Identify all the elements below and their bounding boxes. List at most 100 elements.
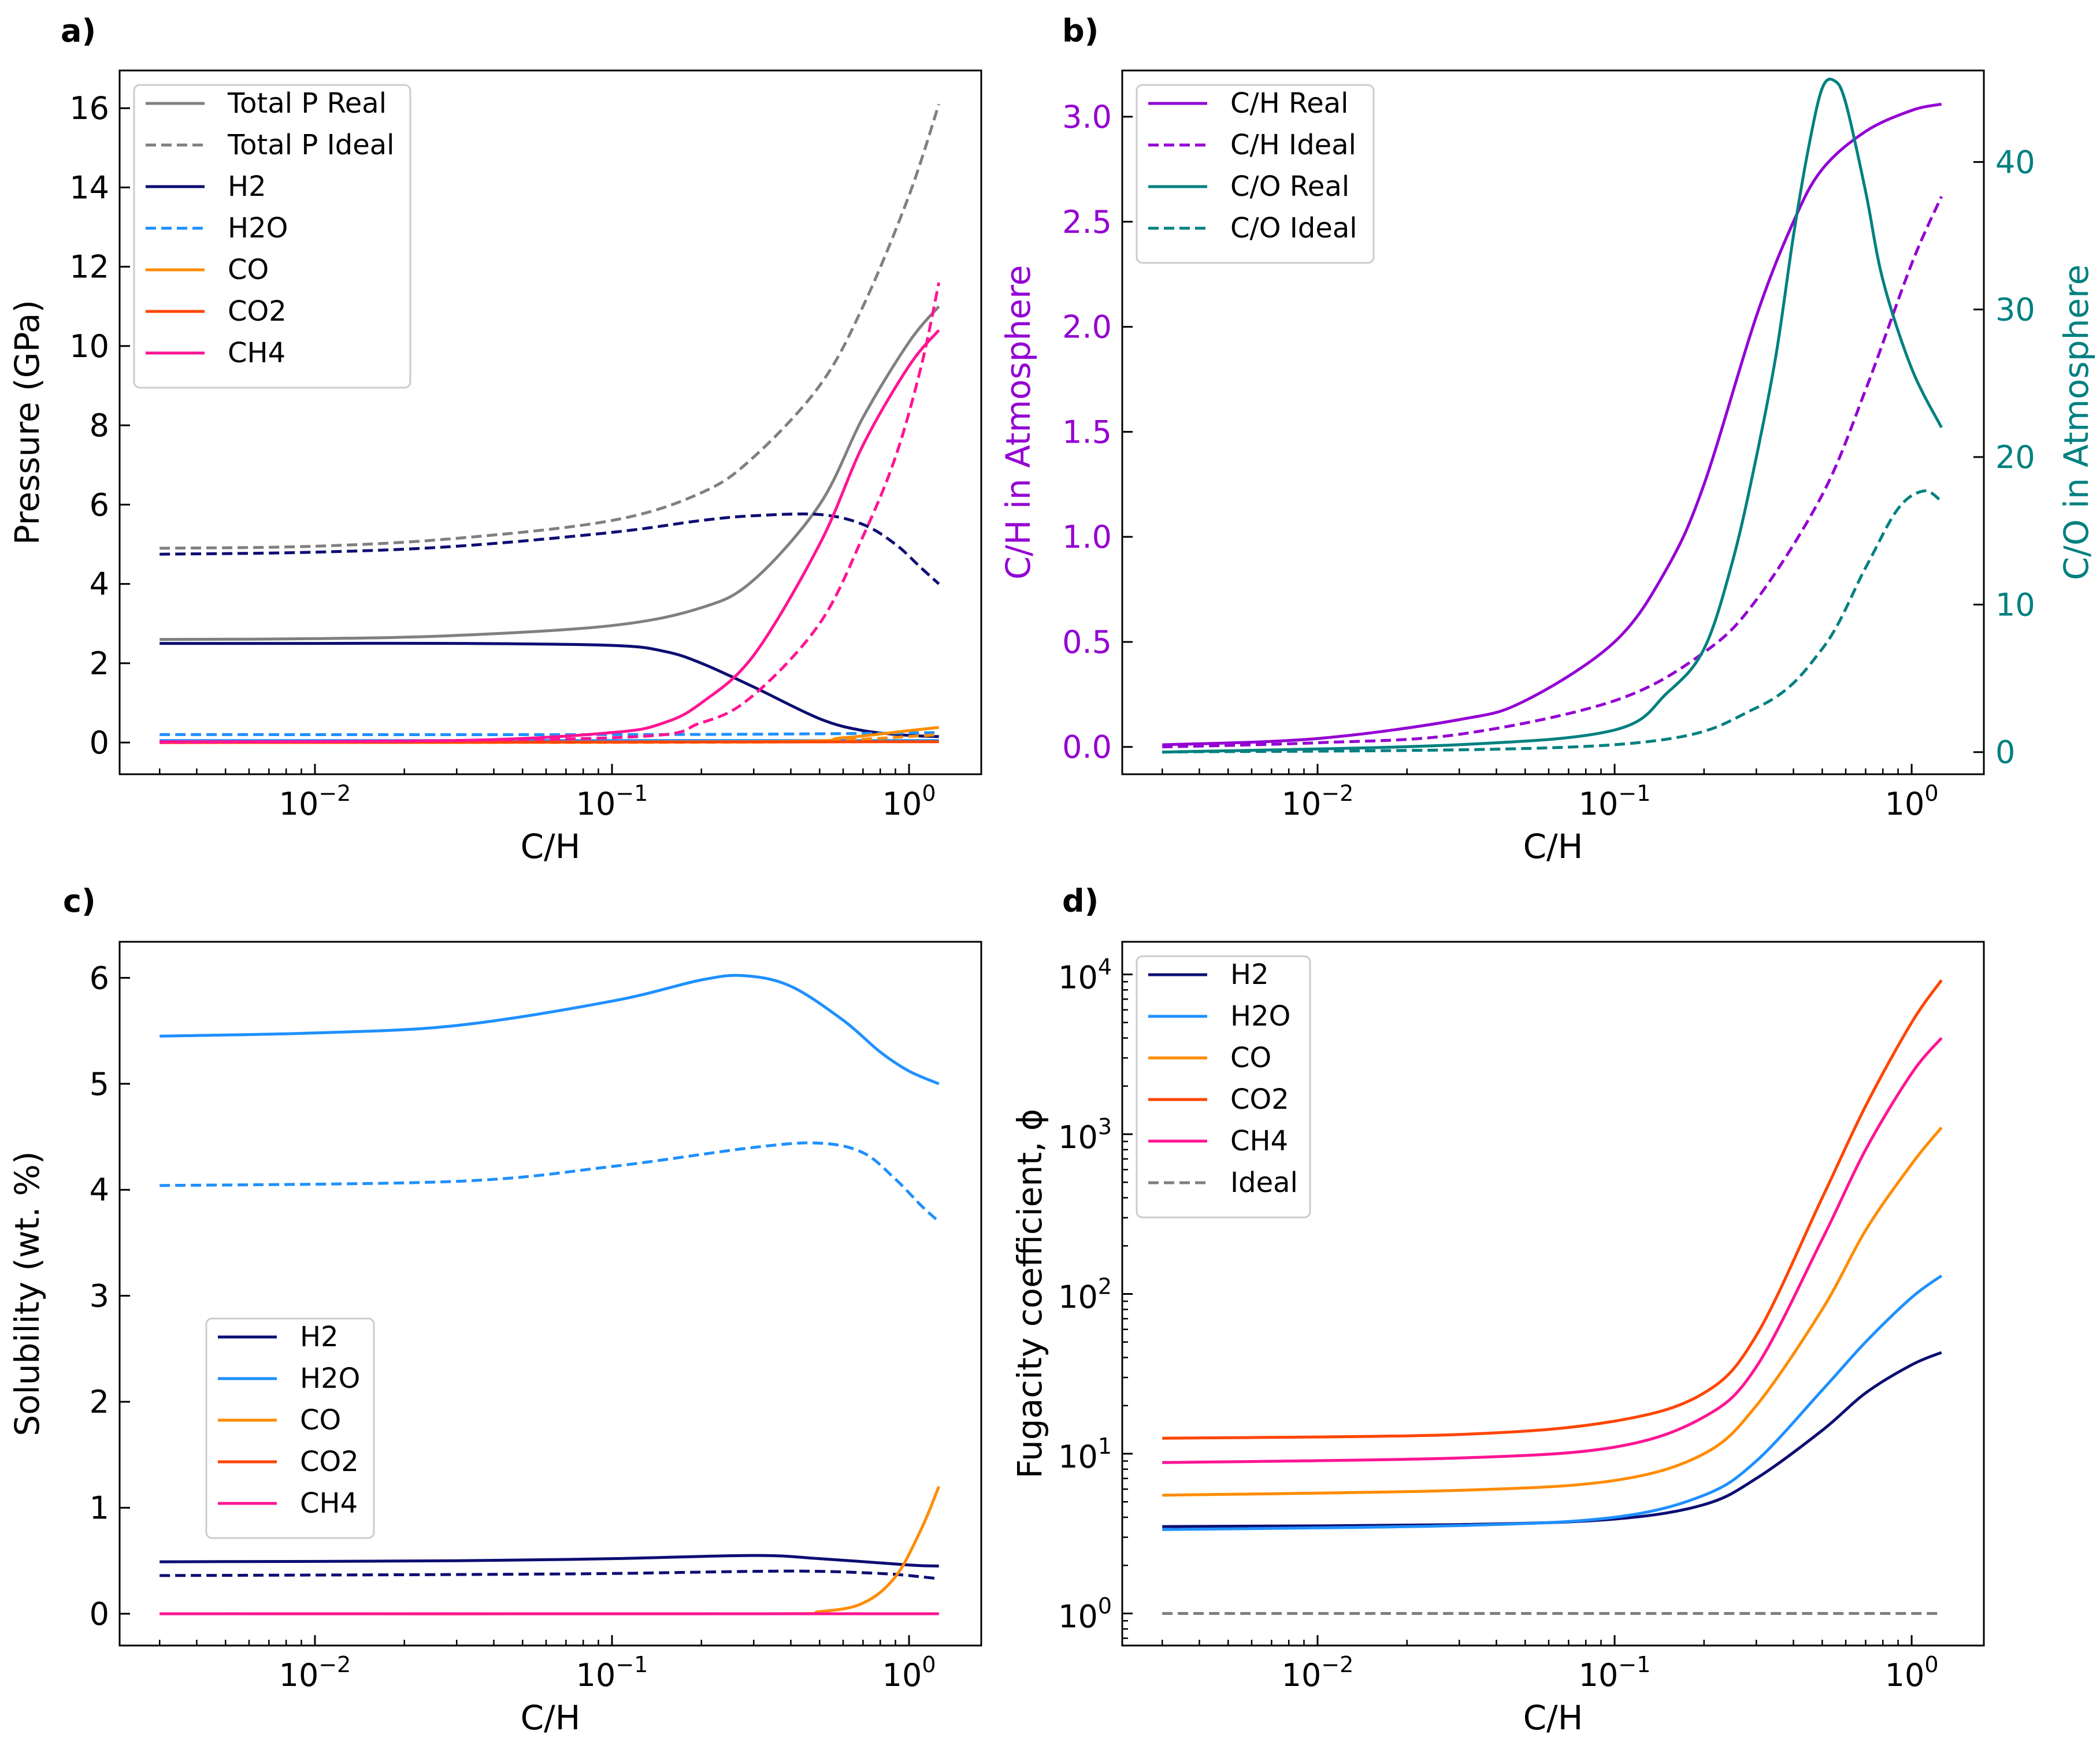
plot-frame bbox=[118, 941, 982, 1647]
legend-label: CO2 bbox=[228, 295, 287, 328]
legend-label: Total P Real bbox=[227, 87, 387, 120]
y-axis-label: Fugacity coefficient, ϕ bbox=[1010, 1109, 1049, 1479]
y-tick-label-exp: 0 bbox=[1098, 1594, 1112, 1619]
series-group bbox=[159, 103, 941, 744]
series-line-c-h-ideal bbox=[1162, 196, 1943, 749]
x-tick-label: 100 bbox=[882, 781, 936, 822]
x-tick-label-exp: −1 bbox=[615, 781, 648, 806]
series-line-ch4-ideal bbox=[159, 282, 941, 744]
panel-label: c) bbox=[63, 883, 96, 919]
y-tick-label: 12 bbox=[69, 249, 109, 285]
series-line-co2 bbox=[1162, 979, 1943, 1440]
x-tick-label-base: 10 bbox=[1282, 1657, 1322, 1693]
legend-frame bbox=[1136, 955, 1311, 1219]
series-line-h2o bbox=[1162, 1274, 1943, 1531]
legend-label: CO2 bbox=[300, 1446, 359, 1478]
legend-label: C/O Ideal bbox=[1230, 212, 1357, 244]
x-tick-label-exp: −2 bbox=[318, 781, 351, 806]
y-tick-label-base: 10 bbox=[1058, 959, 1098, 996]
y-tick-label: 3 bbox=[90, 1278, 109, 1314]
y-tick-label-base: 10 bbox=[1058, 1279, 1098, 1315]
y-tick-label: 0 bbox=[90, 1596, 109, 1632]
x-tick-label-base: 10 bbox=[882, 786, 922, 822]
y-tick-label: 100 bbox=[1058, 1594, 1112, 1635]
x-tick-label-exp: −2 bbox=[1321, 781, 1353, 806]
y-tick-label: 104 bbox=[1058, 954, 1112, 996]
x-tick-label-base: 10 bbox=[1885, 786, 1925, 822]
legend-label: C/H Real bbox=[1230, 87, 1349, 120]
legend-label: CH4 bbox=[300, 1487, 358, 1520]
y-tick-label: 2 bbox=[90, 1384, 109, 1420]
x-tick-label-base: 10 bbox=[1579, 786, 1619, 822]
legend-label: CH4 bbox=[228, 337, 285, 369]
x-tick-label: 10−2 bbox=[1282, 781, 1354, 822]
y-tick-label: 6 bbox=[90, 960, 109, 996]
y-right-axis-label: C/O in Atmosphere bbox=[2057, 265, 2096, 581]
legend-label: CO bbox=[300, 1404, 341, 1436]
panel-b: b)10−2 10−1 100C/H0.00.51.01.52.02.53.0C/H… bbox=[999, 13, 2096, 866]
legend-label: CO bbox=[1230, 1042, 1271, 1074]
series-line-co bbox=[1162, 1126, 1943, 1497]
y-tick-label-exp: 4 bbox=[1098, 954, 1112, 979]
legend-label: H2 bbox=[1230, 959, 1269, 991]
y-right-tick-label: 40 bbox=[1995, 144, 2035, 180]
y-tick-label: 1.5 bbox=[1062, 414, 1112, 450]
y-tick-label: 103 bbox=[1058, 1114, 1112, 1156]
y-axis-label: C/H in Atmosphere bbox=[999, 265, 1038, 580]
legend-label: H2O bbox=[1230, 1000, 1290, 1033]
y-tick-label: 2.0 bbox=[1062, 309, 1112, 346]
x-tick-label-base: 10 bbox=[882, 1657, 922, 1693]
series-line-c-o-real bbox=[1162, 77, 1943, 754]
y-tick-label-exp: 2 bbox=[1098, 1273, 1112, 1299]
y-tick-label: 10 bbox=[69, 328, 109, 365]
legend-frame bbox=[205, 1317, 375, 1539]
x-axis-label: C/H bbox=[521, 1698, 581, 1737]
x-tick-label-exp: −1 bbox=[1618, 1652, 1650, 1677]
series-line-h2o-real bbox=[159, 974, 940, 1086]
legend-frame bbox=[1136, 84, 1375, 264]
x-tick-label: 10−1 bbox=[576, 1652, 648, 1693]
x-tick-label-base: 10 bbox=[279, 786, 319, 822]
legend-label: C/H Ideal bbox=[1230, 129, 1356, 161]
y-tick-label: 8 bbox=[90, 407, 109, 444]
x-tick-label: 100 bbox=[1885, 1652, 1939, 1693]
y-right-tick-label: 20 bbox=[1995, 439, 2035, 476]
y-tick-label-base: 10 bbox=[1058, 1439, 1098, 1475]
x-tick-label: 10−2 bbox=[279, 1652, 351, 1693]
series-group bbox=[159, 974, 941, 1615]
x-tick-label-exp: −2 bbox=[1321, 1652, 1353, 1677]
y-tick-label-base: 10 bbox=[1058, 1599, 1098, 1635]
series-line-h2-real bbox=[159, 641, 939, 738]
x-axis-label: C/H bbox=[1523, 1698, 1583, 1737]
y-tick-label: 0.5 bbox=[1062, 624, 1112, 660]
y-tick-label: 4 bbox=[90, 1172, 109, 1208]
legend: Total P Real Total P Ideal H2 H2O CO CO2 CH4 bbox=[133, 84, 411, 389]
series-line-c-o-ideal bbox=[1162, 489, 1943, 754]
panel-d: d)10−2 10−1 100C/H100101102103104Fugacity … bbox=[1010, 883, 1985, 1737]
plot-frame bbox=[118, 69, 982, 775]
series-line-h2-ideal bbox=[159, 512, 940, 585]
series-line-h2o-ideal bbox=[159, 1141, 940, 1223]
legend-label: H2 bbox=[300, 1321, 339, 1353]
x-tick-label: 10−1 bbox=[1579, 781, 1651, 822]
legend-label: CH4 bbox=[1230, 1125, 1288, 1157]
y-right-tick-label: 0 bbox=[1995, 734, 2015, 771]
x-tick-label-base: 10 bbox=[1579, 1657, 1619, 1693]
x-tick-label-exp: −2 bbox=[318, 1652, 351, 1677]
legend-label: Total P Ideal bbox=[227, 129, 394, 161]
series-group bbox=[1162, 77, 1943, 754]
series-line-ch4-real bbox=[159, 329, 940, 744]
x-tick-label: 10−2 bbox=[279, 781, 351, 822]
y-tick-label: 2.5 bbox=[1062, 204, 1112, 240]
x-tick-label-exp: 0 bbox=[922, 1652, 936, 1677]
x-axis-label: C/H bbox=[521, 827, 581, 866]
series-line-total-p-real bbox=[159, 305, 940, 641]
y-tick-label-exp: 1 bbox=[1098, 1433, 1112, 1459]
y-tick-label-exp: 3 bbox=[1098, 1114, 1112, 1139]
y-axis-label: Pressure (GPa) bbox=[8, 300, 47, 545]
y-right-tick-label: 30 bbox=[1995, 292, 2035, 328]
x-tick-label-base: 10 bbox=[279, 1657, 319, 1693]
